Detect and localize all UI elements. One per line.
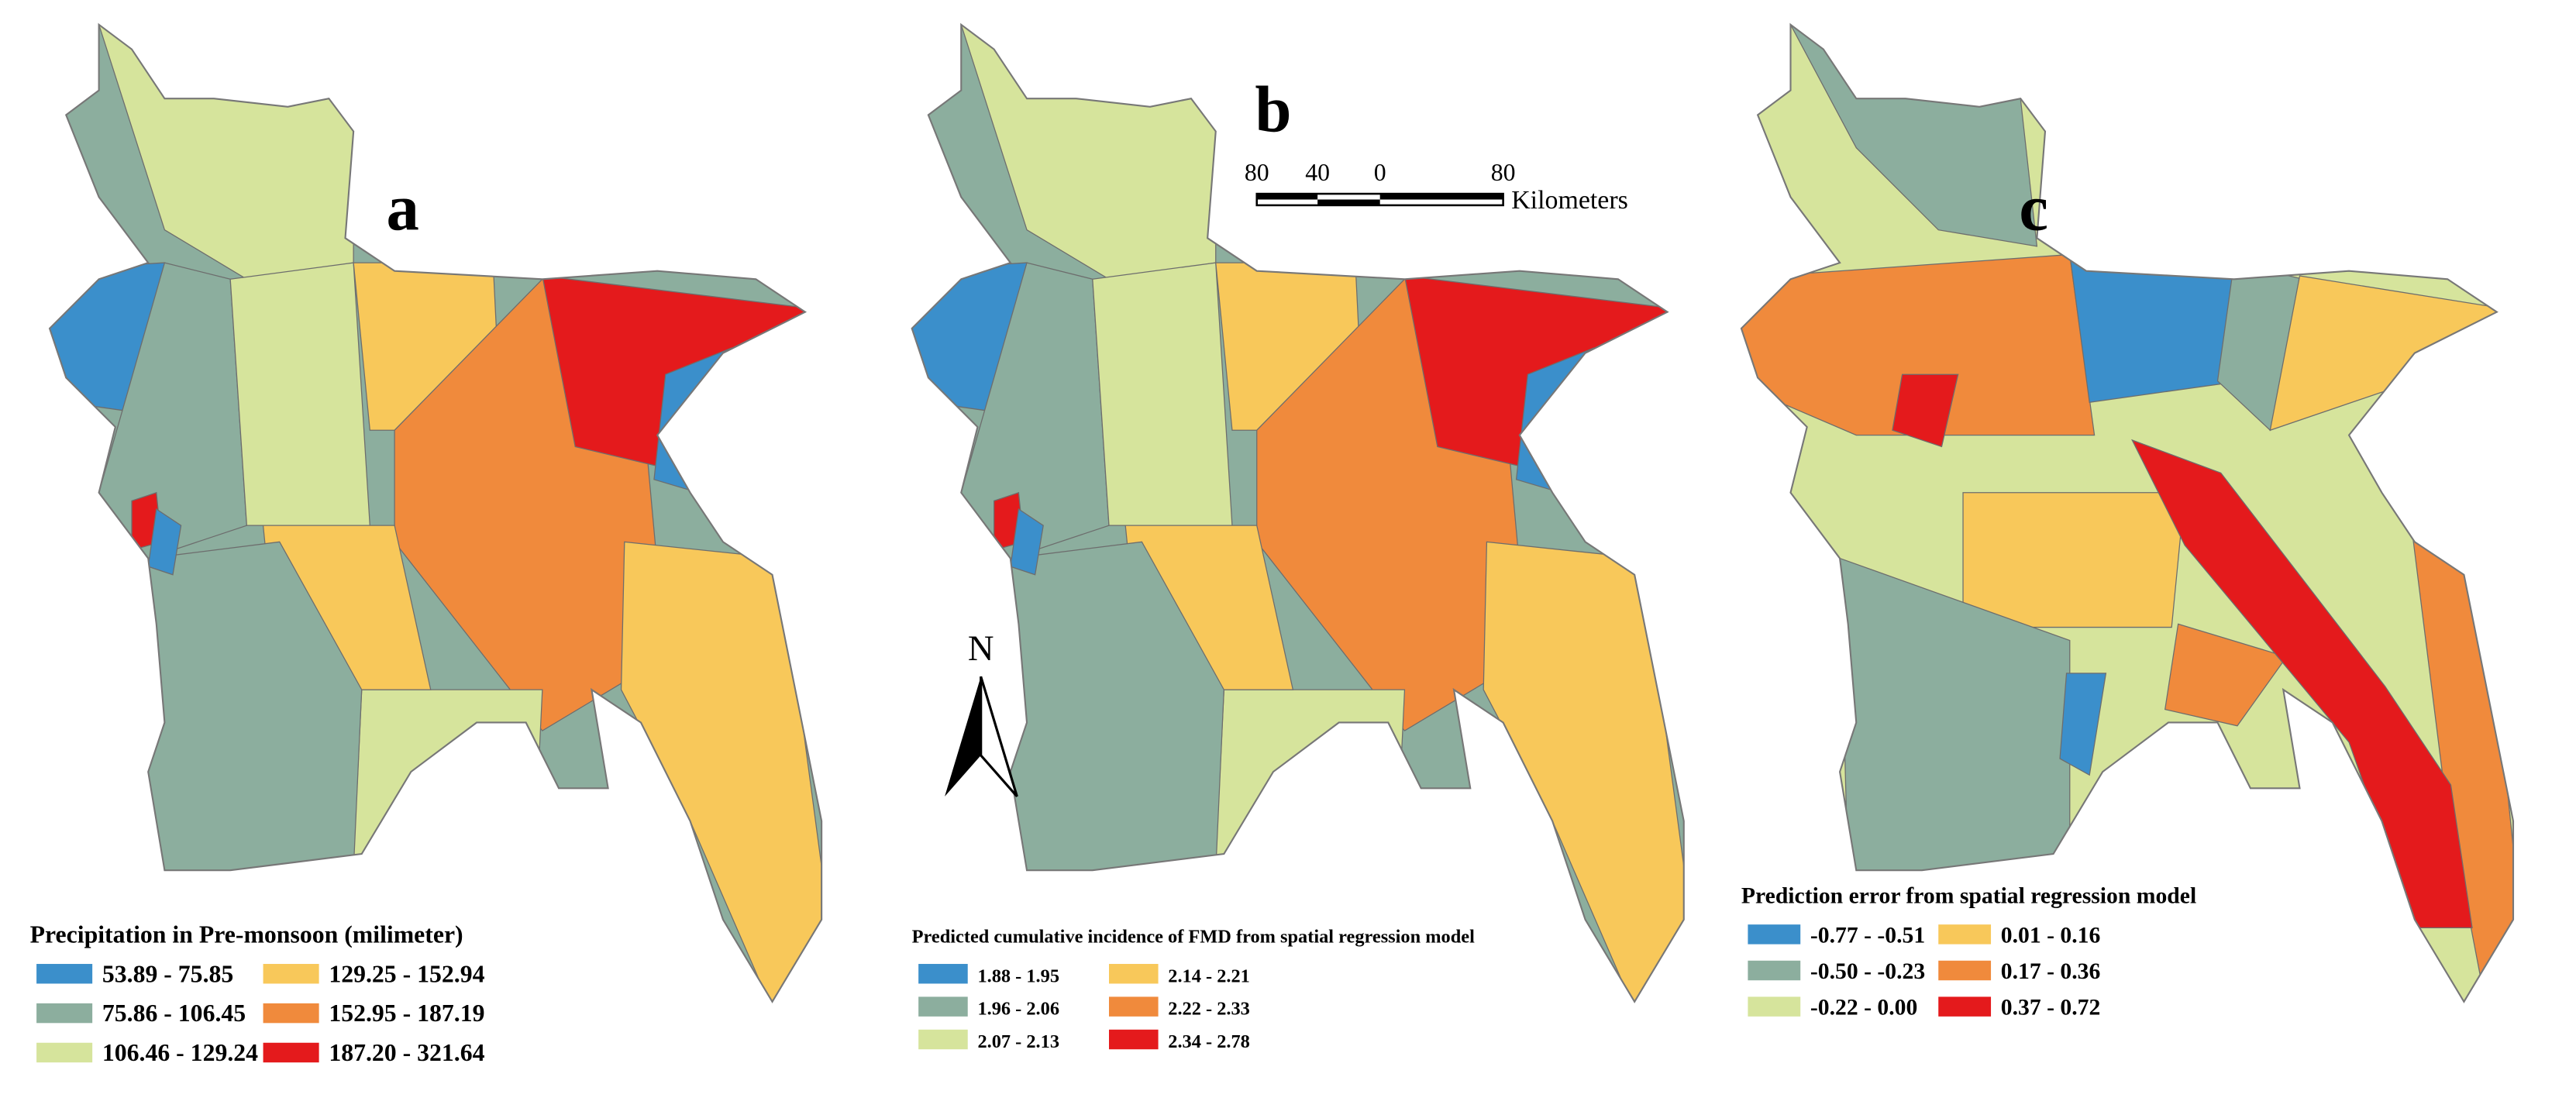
country-outline xyxy=(911,22,1685,1003)
legend-label: 75.86 - 106.45 xyxy=(102,1000,246,1027)
legend-swatch xyxy=(918,996,968,1017)
north-arrow-right xyxy=(980,676,1018,797)
map-panel xyxy=(48,22,823,1003)
scale-bar-segment xyxy=(1317,199,1380,205)
legend-label: -0.77 - -0.51 xyxy=(1810,923,1925,948)
legend-swatch xyxy=(1108,1029,1159,1050)
legend-label: 53.89 - 75.85 xyxy=(102,960,233,987)
legend-label: 187.20 - 321.64 xyxy=(329,1039,484,1066)
legend-label: 0.01 - 0.16 xyxy=(2001,923,2101,948)
country-outline xyxy=(48,22,823,1003)
legend-swatch xyxy=(36,964,93,984)
legend-swatch xyxy=(1108,996,1159,1017)
district-region xyxy=(353,689,543,863)
scale-bar-segment xyxy=(1379,194,1503,200)
map-body xyxy=(1741,24,2513,1002)
scale-bar: 80 40 0 80 Kilometers xyxy=(1245,159,1628,215)
legend-label: 2.14 - 2.21 xyxy=(1168,965,1250,986)
map-panel xyxy=(1740,22,2515,1003)
scale-label: 80 xyxy=(1491,159,1516,186)
legend-label: 1.96 - 2.06 xyxy=(977,999,1059,1020)
legend-swatch xyxy=(1748,960,1801,981)
legend-label: 152.95 - 187.19 xyxy=(329,1000,484,1027)
legend-swatch xyxy=(918,1029,968,1050)
district-region xyxy=(1892,373,1959,448)
legend-swatch xyxy=(36,1042,93,1063)
district-region xyxy=(960,262,1110,559)
district-region xyxy=(2131,439,2473,929)
legend-swatch xyxy=(1748,996,1801,1017)
legend-label: 2.07 - 2.13 xyxy=(977,1031,1059,1052)
north-label: N xyxy=(968,628,994,669)
district-region xyxy=(620,541,822,1002)
north-arrow-left xyxy=(945,676,981,797)
legend-swatch xyxy=(263,1042,319,1063)
legend-label: 1.88 - 1.95 xyxy=(977,965,1059,986)
map-panel xyxy=(911,22,1685,1003)
legend-title: Precipitation in Pre-monsoon (milimeter) xyxy=(30,921,463,948)
legend-swatch xyxy=(263,964,319,984)
district-region xyxy=(1010,508,1044,576)
legend-swatch xyxy=(918,964,968,984)
legend-label: 106.46 - 129.24 xyxy=(102,1039,258,1066)
legend-label: 0.17 - 0.36 xyxy=(2001,959,2101,984)
legend-swatch xyxy=(1938,924,1992,945)
map-body xyxy=(911,24,1684,1002)
scale-label: 80 xyxy=(1245,159,1269,186)
panel-label: a xyxy=(387,172,419,245)
legend-label: 2.22 - 2.33 xyxy=(1168,999,1250,1020)
scale-label: 40 xyxy=(1305,159,1330,186)
district-region xyxy=(147,508,182,576)
legend-label: -0.50 - -0.23 xyxy=(1810,959,1925,984)
district-region xyxy=(98,262,248,559)
legend-swatch xyxy=(1938,996,1992,1017)
panel-label: b xyxy=(1255,74,1291,146)
district-region xyxy=(229,262,370,526)
district-region xyxy=(2059,673,2107,776)
scale-unit: Kilometers xyxy=(1511,186,1628,215)
legend-swatch xyxy=(1938,960,1992,981)
north-arrow: N xyxy=(945,628,1018,797)
legend-title: Predicted cumulative incidence of FMD fr… xyxy=(912,926,1475,947)
legend-swatch xyxy=(1748,924,1801,945)
legend-label: 0.37 - 0.72 xyxy=(2001,996,2101,1020)
district-region xyxy=(2164,623,2288,727)
district-region xyxy=(1962,492,2185,628)
legend-label: 2.34 - 2.78 xyxy=(1168,1031,1250,1052)
scale-bar-segment xyxy=(1256,194,1318,200)
district-region xyxy=(1092,262,1233,526)
maps xyxy=(48,22,2515,1003)
district-region xyxy=(1215,689,1406,863)
district-region xyxy=(1483,541,1684,1002)
map-body xyxy=(50,24,822,1002)
legend-swatch xyxy=(263,1003,319,1024)
legend-swatch xyxy=(1108,964,1159,984)
legend-label: -0.22 - 0.00 xyxy=(1810,996,1917,1020)
legend-label: 129.25 - 152.94 xyxy=(329,960,484,987)
legend-title: Prediction error from spatial regression… xyxy=(1741,884,2196,909)
legend-swatch xyxy=(36,1003,93,1024)
district-region xyxy=(1741,253,2096,436)
panel-label: c xyxy=(2019,172,2048,245)
district-region xyxy=(2065,229,2243,403)
scale-label: 0 xyxy=(1374,159,1386,186)
country-outline xyxy=(1740,22,2515,1003)
